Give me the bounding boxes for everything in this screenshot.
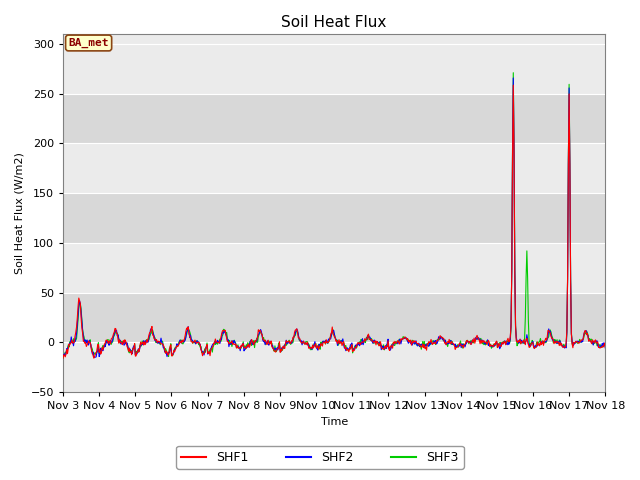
Bar: [63, 44, 605, 94]
Text: BA_met: BA_met: [68, 38, 109, 48]
Bar: [63, 144, 605, 193]
Bar: [63, 243, 605, 292]
Bar: [63, 292, 605, 342]
Y-axis label: Soil Heat Flux (W/m2): Soil Heat Flux (W/m2): [15, 152, 25, 274]
Legend: SHF1, SHF2, SHF3: SHF1, SHF2, SHF3: [177, 446, 463, 469]
Bar: [63, 342, 605, 392]
X-axis label: Time: Time: [321, 417, 348, 427]
Bar: [63, 193, 605, 243]
Bar: [63, 94, 605, 144]
Title: Soil Heat Flux: Soil Heat Flux: [282, 15, 387, 30]
